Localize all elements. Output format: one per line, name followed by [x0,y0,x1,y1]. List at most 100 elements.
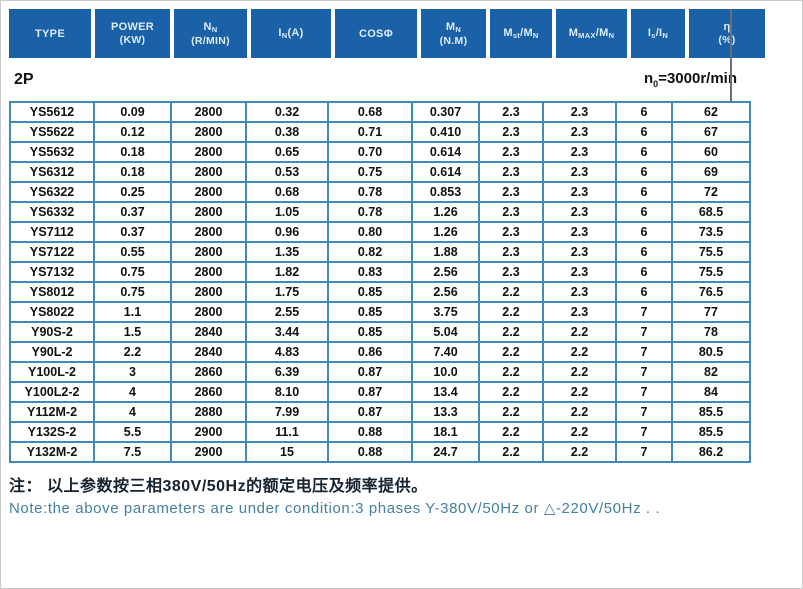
table-cell: Y90L-2 [9,341,95,363]
table-cell: 1.75 [245,281,329,303]
table-cell: 3.75 [411,301,480,323]
header-text: /I [655,27,663,39]
table-cell: 0.307 [411,101,480,123]
table-cell: 62 [671,101,751,123]
table-cell: 0.75 [327,161,413,183]
table-cell: 75.5 [671,261,751,283]
table-cell: 0.88 [327,441,413,463]
table-cell: 2800 [170,221,247,243]
table-cell: 0.09 [93,101,172,123]
table-cell: Y132M-2 [9,441,95,463]
table-cell: 60 [671,141,751,163]
table-cell: 0.78 [327,201,413,223]
table-cell: 2.3 [542,281,617,303]
sync-speed-post: =3000r/min [658,70,737,87]
table-cell: 7 [615,321,673,343]
table-cell: 2860 [170,381,247,403]
table-cell: 82 [671,361,751,383]
table-row: YS8012 0.75 2800 1.75 0.85 2.56 2.2 2.3 6 76.5 [9,281,751,303]
header-cell-5: MN (N.M) [417,9,488,58]
table-cell: 1.35 [245,241,329,263]
header-subscript: N [532,31,539,40]
header-text: /M [595,27,609,39]
table-cell: 2800 [170,101,247,123]
table-cell: 0.80 [327,221,413,243]
table-cell: 0.55 [93,241,172,263]
table-cell: 0.18 [93,141,172,163]
table-cell: 7 [615,341,673,363]
table-cell: 0.86 [327,341,413,363]
header-cell-0: TYPE [9,9,93,58]
table-cell: 0.85 [327,281,413,303]
table-row: Y100L2-2 4 2860 8.10 0.87 13.4 2.2 2.2 7 84 [9,381,751,403]
header-subscript: N [211,24,218,34]
table-cell: 2.3 [542,121,617,143]
table-cell: 2.2 [542,321,617,343]
table-cell: 85.5 [671,401,751,423]
table-cell: 0.78 [327,181,413,203]
note-chinese: 注： 以上参数按三相380V/50Hz的额定电压及频率提供。 [9,478,428,495]
header-subscript: N [662,31,669,40]
table-cell: 7.40 [411,341,480,363]
table-cell: 0.65 [245,141,329,163]
spec-table-body: YS5612 0.09 2800 0.32 0.68 0.307 2.3 2.3 6 62 YS56… [9,101,751,463]
spec-table: YS5612 0.09 2800 0.32 0.68 0.307 2.3 2.3 6 62 YS56… [9,101,751,463]
table-cell: 7.99 [245,401,329,423]
table-cell: 2.3 [478,121,544,143]
table-cell: 2.2 [542,401,617,423]
header-text: η [723,21,731,33]
table-cell: 13.3 [411,401,480,423]
table-cell: 0.85 [327,321,413,343]
table-cell: Y90S-2 [9,321,95,343]
table-row: YS5612 0.09 2800 0.32 0.68 0.307 2.3 2.3 6 62 [9,101,751,123]
table-cell: 2.2 [478,341,544,363]
header-text: M [503,27,513,39]
table-cell: 86.2 [671,441,751,463]
table-cell: 2800 [170,241,247,263]
table-cell: 15 [245,441,329,463]
table-cell: 6 [615,241,673,263]
table-cell: 2.2 [542,381,617,403]
header-cell-4: COSΦ [331,9,419,58]
table-cell: 1.26 [411,201,480,223]
table-cell: YS7132 [9,261,95,283]
table-cell: 2.3 [478,181,544,203]
table-row: YS6312 0.18 2800 0.53 0.75 0.614 2.3 2.3 6 69 [9,161,751,183]
header-cell-2: NN (R/MIN) [170,9,249,58]
table-row: YS6322 0.25 2800 0.68 0.78 0.853 2.3 2.3 6 72 [9,181,751,203]
header-unit: (R/MIN) [191,34,230,47]
table-cell: 6 [615,181,673,203]
table-cell: 80.5 [671,341,751,363]
table-cell: 0.96 [245,221,329,243]
table-cell: 2.3 [542,101,617,123]
table-cell: 0.853 [411,181,480,203]
table-row: Y100L-2 3 2860 6.39 0.87 10.0 2.2 2.2 7 82 [9,361,751,383]
table-cell: 6 [615,221,673,243]
table-cell: 2800 [170,121,247,143]
header-text: POWER [110,21,155,33]
table-cell: 3 [93,361,172,383]
table-cell: 6 [615,161,673,183]
table-cell: Y132S-2 [9,421,95,443]
header-cell-8: Is/IN [627,9,687,58]
table-cell: 2.2 [478,361,544,383]
table-cell: 2.3 [478,201,544,223]
table-cell: 7 [615,401,673,423]
header-subscript: N [455,24,462,34]
table-cell: 4.83 [245,341,329,363]
table-cell: 7 [615,421,673,443]
table-cell: 2800 [170,281,247,303]
table-cell: 6 [615,261,673,283]
table-cell: 0.88 [327,421,413,443]
table-cell: 7 [615,441,673,463]
table-cell: YS5612 [9,101,95,123]
table-cell: 0.70 [327,141,413,163]
table-cell: 7 [615,381,673,403]
table-cell: 2.55 [245,301,329,323]
table-cell: 2.3 [478,221,544,243]
table-row: YS7112 0.37 2800 0.96 0.80 1.26 2.3 2.3 6 73.5 [9,221,751,243]
table-cell: 85.5 [671,421,751,443]
table-cell: 2800 [170,161,247,183]
header-cell-7: MMAX/MN [552,9,629,58]
